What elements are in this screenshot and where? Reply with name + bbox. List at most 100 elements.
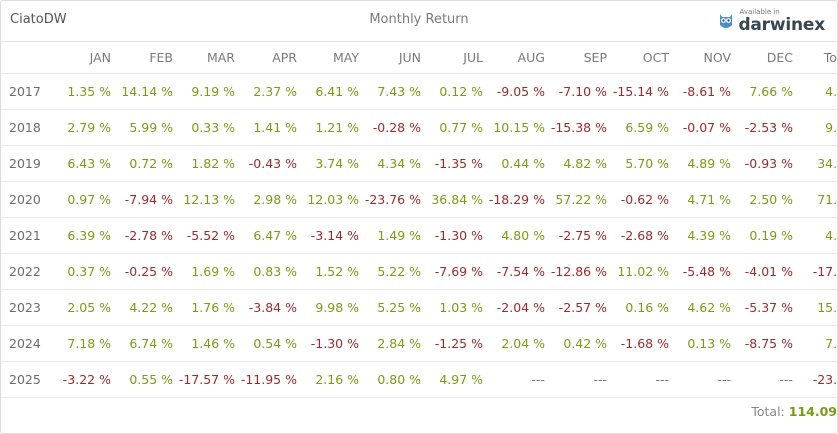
month-return-cell: -0.28 % bbox=[359, 109, 421, 146]
month-return-cell: -2.75 % bbox=[545, 217, 607, 254]
monthly-return-table: JANFEBMARAPRMAYJUNJULAUGSEPOCTNOVDECTota… bbox=[1, 42, 837, 398]
month-return-cell: -5.48 % bbox=[669, 253, 731, 290]
year-total-cell: 34.20 bbox=[793, 145, 837, 182]
table-row: 2019 6.43 % 0.72 % 1.82 % -0.43 % 3.74 % 4.34 … bbox=[1, 145, 837, 182]
month-return-cell: 5.25 % bbox=[359, 289, 421, 326]
month-return-cell: 2.05 % bbox=[49, 289, 111, 326]
column-header-apr: APR bbox=[235, 42, 297, 74]
table-row: 2023 2.05 % 4.22 % 1.76 % -3.84 % 9.98 % 5.25 … bbox=[1, 289, 837, 326]
month-return-cell: -8.61 % bbox=[669, 73, 731, 110]
month-return-cell: -7.10 % bbox=[545, 73, 607, 110]
month-return-cell: -1.35 % bbox=[421, 145, 483, 182]
month-return-cell: -2.68 % bbox=[607, 217, 669, 254]
table-body: 2017 1.35 % 14.14 % 9.19 % 2.37 % 6.41 % 7.43 … bbox=[1, 73, 837, 398]
month-return-cell: 5.70 % bbox=[607, 145, 669, 182]
column-header-year bbox=[1, 42, 49, 74]
month-return-cell: -5.52 % bbox=[173, 217, 235, 254]
month-return-cell: 12.13 % bbox=[173, 181, 235, 218]
month-return-cell: -15.38 % bbox=[545, 109, 607, 146]
month-return-cell: -7.54 % bbox=[483, 253, 545, 290]
column-header-dec: DEC bbox=[731, 42, 793, 74]
month-return-cell: 2.16 % bbox=[297, 361, 359, 398]
month-return-cell: -0.25 % bbox=[111, 253, 173, 290]
year-total-cell: 4.73 bbox=[793, 217, 837, 254]
month-return-cell: 4.71 % bbox=[669, 181, 731, 218]
table-row: 2025 -3.22 % 0.55 % -17.57 % -11.95 % 2.16 % 0… bbox=[1, 361, 837, 398]
month-return-cell: 0.37 % bbox=[49, 253, 111, 290]
year-total-cell: 71.86 bbox=[793, 181, 837, 218]
month-return-cell: 4.34 % bbox=[359, 145, 421, 182]
month-return-cell: 7.66 % bbox=[731, 73, 793, 110]
month-return-cell: --- bbox=[483, 361, 545, 398]
month-return-cell: 2.84 % bbox=[359, 325, 421, 362]
darwinex-logo[interactable]: Available in darwinex bbox=[718, 8, 825, 34]
month-return-cell: 5.22 % bbox=[359, 253, 421, 290]
row-year: 2020 bbox=[1, 181, 49, 218]
year-total-cell: 7.69 bbox=[793, 325, 837, 362]
column-header-may: MAY bbox=[297, 42, 359, 74]
month-return-cell: 1.21 % bbox=[297, 109, 359, 146]
row-year: 2022 bbox=[1, 253, 49, 290]
column-header-sep: SEP bbox=[545, 42, 607, 74]
month-return-cell: -2.53 % bbox=[731, 109, 793, 146]
month-return-cell: --- bbox=[731, 361, 793, 398]
year-total-cell: -23.65 bbox=[793, 361, 837, 398]
month-return-cell: --- bbox=[607, 361, 669, 398]
month-return-cell: 12.03 % bbox=[297, 181, 359, 218]
month-return-cell: -12.86 % bbox=[545, 253, 607, 290]
month-return-cell: -1.68 % bbox=[607, 325, 669, 362]
row-year: 2025 bbox=[1, 361, 49, 398]
month-return-cell: -2.04 % bbox=[483, 289, 545, 326]
month-return-cell: 1.76 % bbox=[173, 289, 235, 326]
month-return-cell: 1.52 % bbox=[297, 253, 359, 290]
month-return-cell: -11.95 % bbox=[235, 361, 297, 398]
month-return-cell: 6.47 % bbox=[235, 217, 297, 254]
row-year: 2017 bbox=[1, 73, 49, 110]
column-header-oct: OCT bbox=[607, 42, 669, 74]
month-return-cell: 6.39 % bbox=[49, 217, 111, 254]
table-row: 2018 2.79 % 5.99 % 0.33 % 1.41 % 1.21 % -0.28 … bbox=[1, 109, 837, 146]
month-return-cell: 2.79 % bbox=[49, 109, 111, 146]
darwin-name[interactable]: CiatoDW bbox=[10, 12, 67, 27]
month-return-cell: 6.43 % bbox=[49, 145, 111, 182]
month-return-cell: 2.04 % bbox=[483, 325, 545, 362]
total-label: Total: bbox=[751, 404, 785, 419]
month-return-cell: 0.12 % bbox=[421, 73, 483, 110]
month-return-cell: 2.50 % bbox=[731, 181, 793, 218]
table-header-row: JANFEBMARAPRMAYJUNJULAUGSEPOCTNOVDECTota… bbox=[1, 42, 837, 74]
month-return-cell: 57.22 % bbox=[545, 181, 607, 218]
month-return-cell: 5.99 % bbox=[111, 109, 173, 146]
month-return-cell: -23.76 % bbox=[359, 181, 421, 218]
month-return-cell: -5.37 % bbox=[731, 289, 793, 326]
month-return-cell: -0.07 % bbox=[669, 109, 731, 146]
month-return-cell: -17.57 % bbox=[173, 361, 235, 398]
month-return-cell: -0.43 % bbox=[235, 145, 297, 182]
month-return-cell: 1.03 % bbox=[421, 289, 483, 326]
month-return-cell: 10.15 % bbox=[483, 109, 545, 146]
month-return-cell: -4.01 % bbox=[731, 253, 793, 290]
row-year: 2023 bbox=[1, 289, 49, 326]
column-header-jul: JUL bbox=[421, 42, 483, 74]
month-return-cell: --- bbox=[545, 361, 607, 398]
month-return-cell: 6.74 % bbox=[111, 325, 173, 362]
month-return-cell: 0.44 % bbox=[483, 145, 545, 182]
row-year: 2024 bbox=[1, 325, 49, 362]
month-return-cell: -0.62 % bbox=[607, 181, 669, 218]
year-total-cell: -17.85 bbox=[793, 253, 837, 290]
month-return-cell: 1.41 % bbox=[235, 109, 297, 146]
brand-name: darwinex bbox=[738, 14, 825, 35]
month-return-cell: -1.30 % bbox=[297, 325, 359, 362]
month-return-cell: -7.69 % bbox=[421, 253, 483, 290]
month-return-cell: 1.46 % bbox=[173, 325, 235, 362]
row-year: 2021 bbox=[1, 217, 49, 254]
month-return-cell: 36.84 % bbox=[421, 181, 483, 218]
month-return-cell: -7.94 % bbox=[111, 181, 173, 218]
month-return-cell: -18.29 % bbox=[483, 181, 545, 218]
month-return-cell: -2.78 % bbox=[111, 217, 173, 254]
month-return-cell: 0.54 % bbox=[235, 325, 297, 362]
month-return-cell: -0.93 % bbox=[731, 145, 793, 182]
widget-header: CiatoDW Monthly Return Available in darw… bbox=[1, 1, 837, 42]
grand-total: Total: 114.09 bbox=[751, 404, 837, 419]
column-header-jan: JAN bbox=[49, 42, 111, 74]
month-return-cell: 4.89 % bbox=[669, 145, 731, 182]
